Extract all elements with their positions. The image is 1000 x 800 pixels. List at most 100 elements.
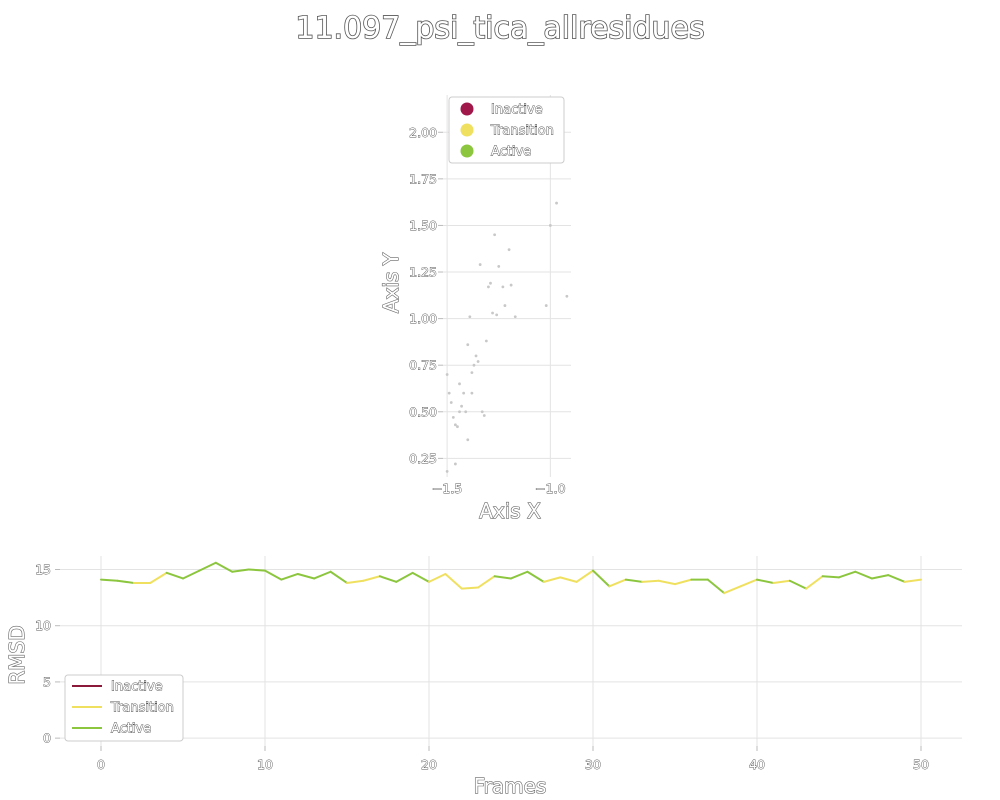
- scatter-point: [555, 201, 558, 205]
- rmsd-line-plot: 0 5 10 15 0 10 20 30 40 50 Frames RMSD Inactive Tr…: [4, 556, 962, 799]
- figure-title: 11.097_psi_tica_allresidues: [295, 11, 704, 46]
- scatter-y-tick-label: 0.75: [409, 358, 437, 373]
- rmsd-line-segment: [805, 575, 824, 590]
- rmsd-x-tick-label: 0: [97, 757, 105, 772]
- rmsd-line-segment: [624, 578, 644, 583]
- rmsd-line-segment: [296, 572, 316, 580]
- rmsd-line-segment: [772, 579, 791, 584]
- rmsd-x-axis-label: Frames: [474, 774, 547, 798]
- scatter-legend-label: Active: [491, 145, 531, 160]
- scatter-point: [489, 281, 492, 285]
- scatter-point: [480, 410, 484, 414]
- rmsd-line-segment: [165, 571, 184, 580]
- rmsd-line-segment: [264, 569, 283, 581]
- rmsd-line-segment: [739, 578, 758, 588]
- rmsd-legend-box: [64, 674, 184, 742]
- rmsd-line-segment: [444, 572, 463, 590]
- scatter-point: [565, 294, 569, 298]
- scatter-point: [445, 373, 449, 376]
- scatter-point: [466, 438, 470, 442]
- scatter-legend-marker: [460, 144, 474, 158]
- scatter-point: [474, 354, 478, 358]
- scatter-point: [470, 371, 474, 375]
- rmsd-line-segment: [821, 575, 840, 579]
- scatter-legend-label: Transition: [490, 124, 554, 139]
- rmsd-line-segment: [542, 576, 562, 583]
- rmsd-x-tick-label: 50: [913, 757, 929, 772]
- scatter-point: [509, 283, 513, 287]
- rmsd-line-segment: [395, 571, 414, 583]
- rmsd-line-segment: [887, 574, 906, 583]
- scatter-point: [507, 248, 511, 252]
- scatter-y-tick-label: 0.25: [409, 451, 437, 466]
- scatter-tick-labels: 0.25 0.50 0.75 1.00 1.25 1.50 1.75 2.00 −1.5 −1.0: [409, 124, 566, 496]
- rmsd-x-tick-label: 10: [257, 757, 273, 772]
- rmsd-line-segment: [198, 561, 217, 572]
- rmsd-line-segment: [182, 569, 201, 580]
- scatter-plot: 0.25 0.50 0.75 1.00 1.25 1.50 1.75 2.00 −1.5 −1.0…: [378, 95, 571, 524]
- scatter-point: [495, 313, 499, 317]
- rmsd-line-segment: [592, 569, 611, 588]
- scatter-x-tick-label: −1.5: [432, 481, 462, 496]
- scatter-point: [453, 462, 457, 466]
- rmsd-line-segment: [510, 570, 529, 580]
- rmsd-line-segment: [214, 561, 234, 573]
- rmsd-line-segment: [149, 571, 168, 584]
- scatter-y-tick-label: 1.25: [409, 265, 437, 280]
- rmsd-line-segment: [362, 575, 381, 582]
- rmsd-y-tick-label: 0: [43, 731, 51, 746]
- scatter-point: [458, 410, 461, 414]
- rmsd-line-segment: [903, 578, 922, 583]
- scatter-point: [501, 285, 505, 289]
- rmsd-gridlines: [60, 556, 962, 746]
- rmsd-line-segment: [526, 570, 545, 583]
- scatter-point: [497, 265, 501, 268]
- scatter-point: [445, 470, 449, 473]
- scatter-x-tick-label: −1.0: [535, 481, 565, 496]
- scatter-point: [493, 233, 497, 237]
- rmsd-line-segment: [411, 571, 430, 583]
- rmsd-line-segment: [608, 578, 627, 588]
- rmsd-y-axis-label: RMSD: [5, 625, 29, 684]
- scatter-y-tick-label: 1.50: [409, 218, 437, 233]
- scatter-point: [458, 382, 461, 386]
- scatter-x-axis-label: Axis X: [479, 499, 541, 523]
- scatter-legend-box: [448, 96, 565, 164]
- scatter-y-tick-label: 1.00: [409, 311, 437, 326]
- rmsd-line-segment: [247, 568, 266, 572]
- rmsd-line-segment: [838, 570, 857, 579]
- scatter-legend-marker: [460, 102, 474, 116]
- rmsd-line-segment: [100, 578, 119, 582]
- scatter-point: [476, 360, 480, 363]
- scatter-point: [503, 304, 507, 307]
- scatter-y-tick-label: 2.00: [409, 125, 437, 140]
- rmsd-line-segment: [346, 579, 365, 584]
- scatter-y-axis-label: Axis Y: [379, 252, 403, 313]
- scatter-point: [466, 343, 470, 347]
- rmsd-line-segment: [116, 579, 135, 584]
- rmsd-line-segment: [313, 570, 332, 580]
- scatter-y-tick-label: 1.75: [409, 171, 437, 186]
- rmsd-line-segment: [428, 572, 447, 583]
- rmsd-x-tick-label: 30: [585, 757, 601, 772]
- scatter-point: [513, 315, 517, 319]
- scatter-point: [484, 339, 488, 343]
- rmsd-legend-label: Active: [111, 722, 151, 737]
- scatter-point: [462, 391, 466, 395]
- rmsd-line-segment: [280, 572, 299, 581]
- rmsd-legend-label: Transition: [110, 701, 174, 716]
- scatter-point: [478, 263, 482, 266]
- rmsd-x-tick-label: 40: [749, 757, 765, 772]
- scatter-point: [451, 415, 455, 419]
- rmsd-line-segment: [378, 575, 398, 583]
- scatter-point: [449, 401, 453, 404]
- rmsd-legend-label: Inactive: [111, 680, 163, 695]
- rmsd-line-segment: [641, 579, 660, 583]
- rmsd-line-segment: [854, 570, 873, 580]
- rmsd-x-tick-label: 20: [421, 757, 437, 772]
- scatter-point: [482, 414, 486, 417]
- scatter-point: [548, 224, 552, 227]
- rmsd-line-segment: [674, 578, 693, 586]
- rmsd-line-segment: [657, 579, 676, 586]
